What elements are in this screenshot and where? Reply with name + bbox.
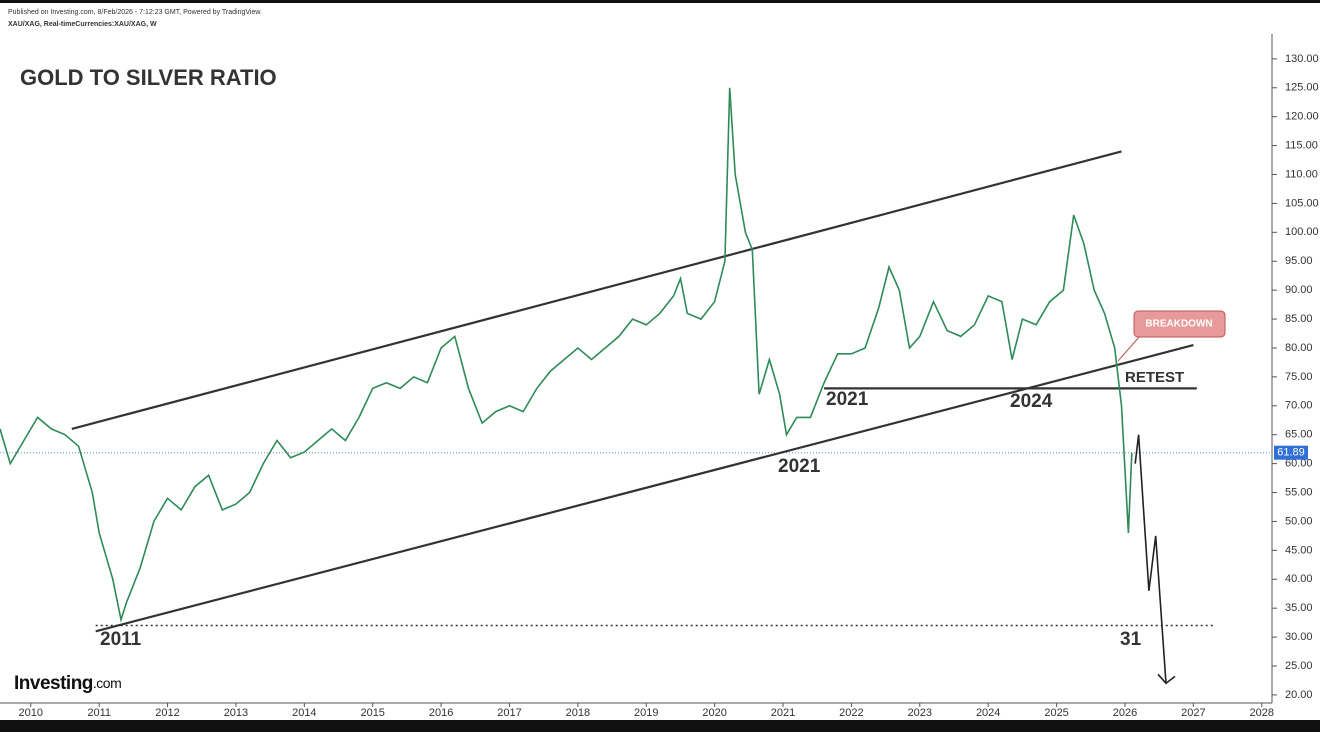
chart-title: GOLD TO SILVER RATIO xyxy=(20,65,277,90)
x-tick-label: 2022 xyxy=(839,707,863,719)
annotation: 2021 xyxy=(826,389,869,410)
y-tick-label: 80.00 xyxy=(1285,342,1313,354)
x-tick-label: 2025 xyxy=(1044,707,1068,719)
top-border xyxy=(0,0,1320,3)
x-tick-label: 2014 xyxy=(292,707,316,719)
y-tick-label: 65.00 xyxy=(1285,429,1313,441)
callout-pointer xyxy=(1117,335,1141,362)
x-tick-label: 2021 xyxy=(771,707,795,719)
symbol: XAU/XAG, Real-timeCurrencies:XAU/XAG, W xyxy=(8,21,157,28)
y-tick-label: 120.00 xyxy=(1285,111,1319,123)
trendline xyxy=(71,150,1122,430)
y-tick-label: 90.00 xyxy=(1285,284,1313,296)
annotation: 31 xyxy=(1120,629,1142,650)
x-tick-label: 2015 xyxy=(360,707,384,719)
arrow-head xyxy=(1157,673,1176,685)
y-tick-label: 105.00 xyxy=(1285,197,1319,209)
y-tick-label: 130.00 xyxy=(1285,53,1319,65)
logo-text: Investing xyxy=(14,673,93,694)
x-tick-label: 2023 xyxy=(908,707,932,719)
y-tick-label: 25.00 xyxy=(1285,660,1313,672)
x-tick-label: 2024 xyxy=(976,707,1000,719)
y-tick-label: 40.00 xyxy=(1285,573,1313,585)
trendline xyxy=(95,344,1194,633)
y-tick-label: 30.00 xyxy=(1285,631,1313,643)
annotation: 2021 xyxy=(778,456,821,477)
annotation: 2011 xyxy=(100,629,142,650)
annotation: BREAKDOWN xyxy=(1145,319,1212,330)
y-tick-label: 45.00 xyxy=(1285,544,1313,556)
y-tick-label: 55.00 xyxy=(1285,486,1313,498)
y-tick-label: 50.00 xyxy=(1285,515,1313,527)
x-tick-label: 2012 xyxy=(155,707,179,719)
x-tick-label: 2010 xyxy=(19,707,43,719)
price-label-bg xyxy=(1274,445,1308,460)
callout-box xyxy=(1133,310,1226,338)
x-tick-label: 2026 xyxy=(1113,707,1137,719)
y-tick-label: 100.00 xyxy=(1285,226,1319,238)
annotation: RETEST xyxy=(1125,369,1184,386)
x-tick-label: 2017 xyxy=(497,707,521,719)
projection xyxy=(1134,434,1167,684)
y-tick-label: 75.00 xyxy=(1285,371,1313,383)
annotation: 2024 xyxy=(1010,391,1053,412)
x-tick-label: 2011 xyxy=(87,707,111,719)
y-tick-label: 20.00 xyxy=(1285,689,1313,701)
y-tick-label: 70.00 xyxy=(1285,400,1313,412)
y-tick-label: 115.00 xyxy=(1285,140,1318,152)
x-tick-label: 2028 xyxy=(1249,707,1273,719)
y-tick-label: 60.00 xyxy=(1285,458,1313,470)
x-tick-label: 2020 xyxy=(702,707,726,719)
price-label: 61.89 xyxy=(1277,447,1305,459)
plot xyxy=(0,87,1272,685)
logo: Investing.com xyxy=(14,673,121,694)
x-tick-label: 2016 xyxy=(429,707,453,719)
x-tick-label: 2018 xyxy=(566,707,590,719)
x-tick-label: 2019 xyxy=(634,707,658,719)
y-tick-label: 35.00 xyxy=(1285,602,1313,614)
bottom-border xyxy=(0,720,1320,732)
x-tick-label: 2027 xyxy=(1181,707,1205,719)
price-series xyxy=(0,87,1133,623)
x-tick-label: 2013 xyxy=(224,707,248,719)
y-tick-label: 95.00 xyxy=(1285,255,1313,267)
y-tick-label: 85.00 xyxy=(1285,313,1313,325)
y-tick-label: 110.00 xyxy=(1285,168,1318,180)
logo-suffix: .com xyxy=(93,675,121,691)
header: Published on Investing.com, 8/Feb/2026 -… xyxy=(8,9,262,16)
y-tick-label: 125.00 xyxy=(1285,82,1319,94)
